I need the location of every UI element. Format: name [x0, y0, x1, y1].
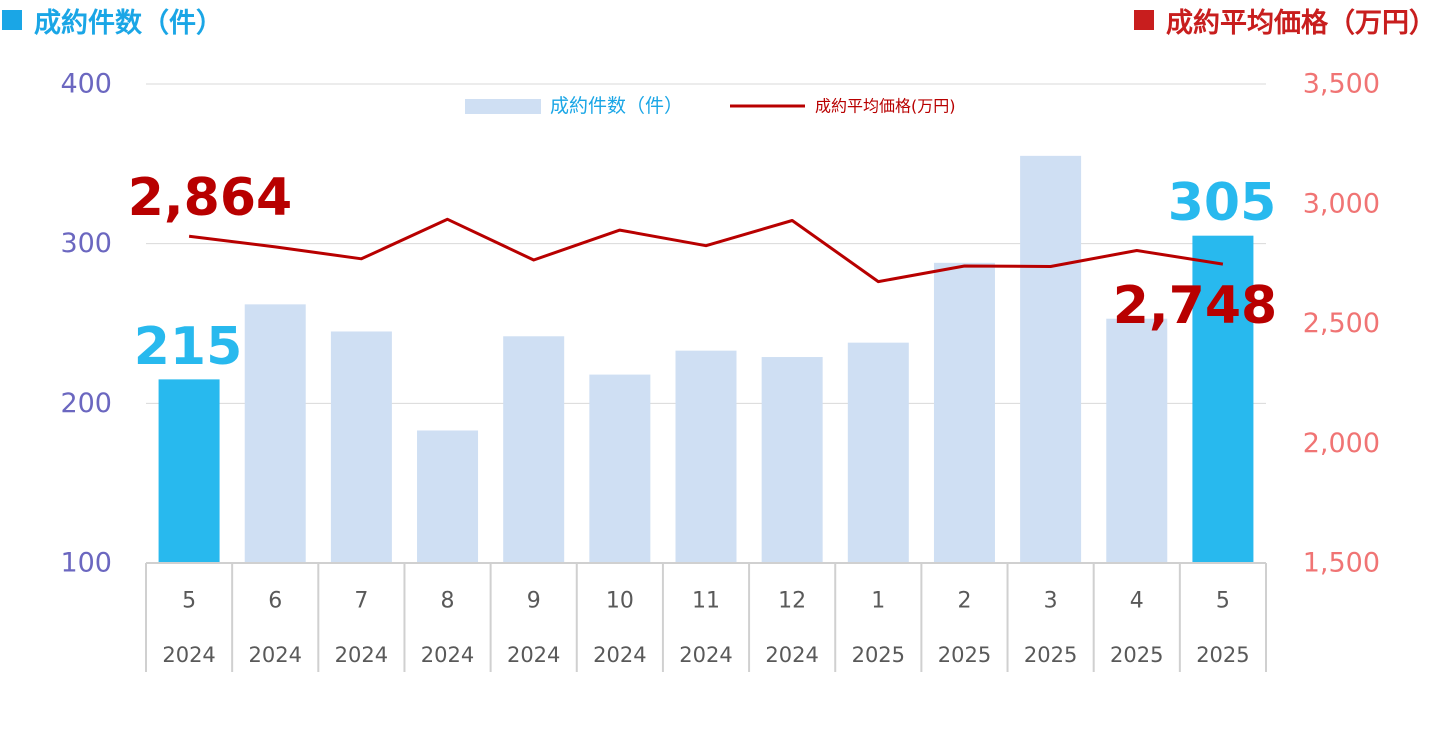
data-label: 215: [134, 317, 243, 377]
bar: [1192, 235, 1254, 563]
left-header-label: 成約件数（件）: [34, 7, 223, 39]
legend-bar-label: 成約件数（件）: [550, 95, 683, 117]
category-month-label: 12: [778, 589, 806, 614]
right-header-label: 成約平均価格（万円）: [1166, 7, 1436, 39]
category-table: 5202462024720248202492024102024112024122…: [145, 562, 1267, 672]
data-label: 305: [1168, 173, 1277, 233]
category-year-label: 2024: [507, 643, 560, 667]
bar: [330, 331, 392, 563]
category-month-label: 1: [871, 589, 885, 614]
right-tick-label: 2,500: [1303, 308, 1380, 339]
bar: [761, 357, 823, 563]
right-tick-label: 3,500: [1303, 69, 1380, 100]
legend: 成約件数（件） 成約平均価格(万円): [465, 95, 956, 117]
right-axis-header: 成約平均価格（万円）: [1134, 0, 1436, 40]
bar: [1020, 155, 1082, 563]
left-tick-label: 300: [60, 228, 112, 259]
category-month-label: 7: [354, 589, 368, 614]
bar: [933, 262, 995, 563]
right-tick-label: 1,500: [1303, 548, 1380, 579]
left-axis-header: 成約件数（件）: [2, 0, 223, 40]
category-year-label: 2025: [1196, 643, 1249, 667]
category-year-label: 2024: [162, 643, 215, 667]
category-month-label: 9: [527, 589, 541, 614]
category-month-label: 5: [1216, 589, 1230, 614]
line-series: [188, 217, 1224, 284]
data-labels: 2,864 2,748 215 305: [128, 168, 1277, 377]
category-month-label: 2: [957, 589, 971, 614]
category-year-label: 2024: [421, 643, 474, 667]
bar: [503, 336, 565, 563]
bar: [847, 342, 909, 563]
category-year-label: 2024: [335, 643, 388, 667]
left-header-square-icon: [2, 10, 22, 30]
bar-series: [158, 155, 1254, 563]
left-tick-label: 400: [60, 69, 112, 100]
category-month-label: 4: [1130, 589, 1144, 614]
bar: [417, 430, 479, 563]
category-month-label: 10: [606, 589, 634, 614]
bar: [589, 374, 651, 563]
category-year-label: 2024: [593, 643, 646, 667]
category-month-label: 5: [182, 589, 196, 614]
category-month-label: 6: [268, 589, 282, 614]
left-tick-label: 100: [60, 548, 112, 579]
right-tick-label: 2,000: [1303, 428, 1380, 459]
category-year-label: 2024: [249, 643, 302, 667]
category-year-label: 2025: [852, 643, 905, 667]
data-label: 2,748: [1113, 276, 1277, 336]
category-year-label: 2024: [765, 643, 818, 667]
category-month-label: 11: [692, 589, 720, 614]
category-year-label: 2025: [1110, 643, 1163, 667]
bar: [675, 350, 737, 563]
legend-bar-swatch: [465, 99, 541, 114]
data-label: 2,864: [128, 168, 292, 228]
bar: [158, 379, 220, 563]
series-line: [188, 217, 1224, 284]
left-tick-label: 200: [60, 388, 112, 419]
category-month-label: 8: [441, 589, 455, 614]
category-year-label: 2024: [679, 643, 732, 667]
bar: [244, 304, 306, 563]
category-year-label: 2025: [938, 643, 991, 667]
right-tick-label: 3,000: [1303, 188, 1380, 219]
category-year-label: 2025: [1024, 643, 1077, 667]
category-month-label: 3: [1044, 589, 1058, 614]
right-header-square-icon: [1134, 10, 1154, 30]
legend-line-label: 成約平均価格(万円): [815, 97, 956, 116]
bar: [1106, 318, 1168, 563]
axes: 100 200 300 400 1,500 2,000 2,500 3,000 3,500: [60, 69, 1380, 579]
